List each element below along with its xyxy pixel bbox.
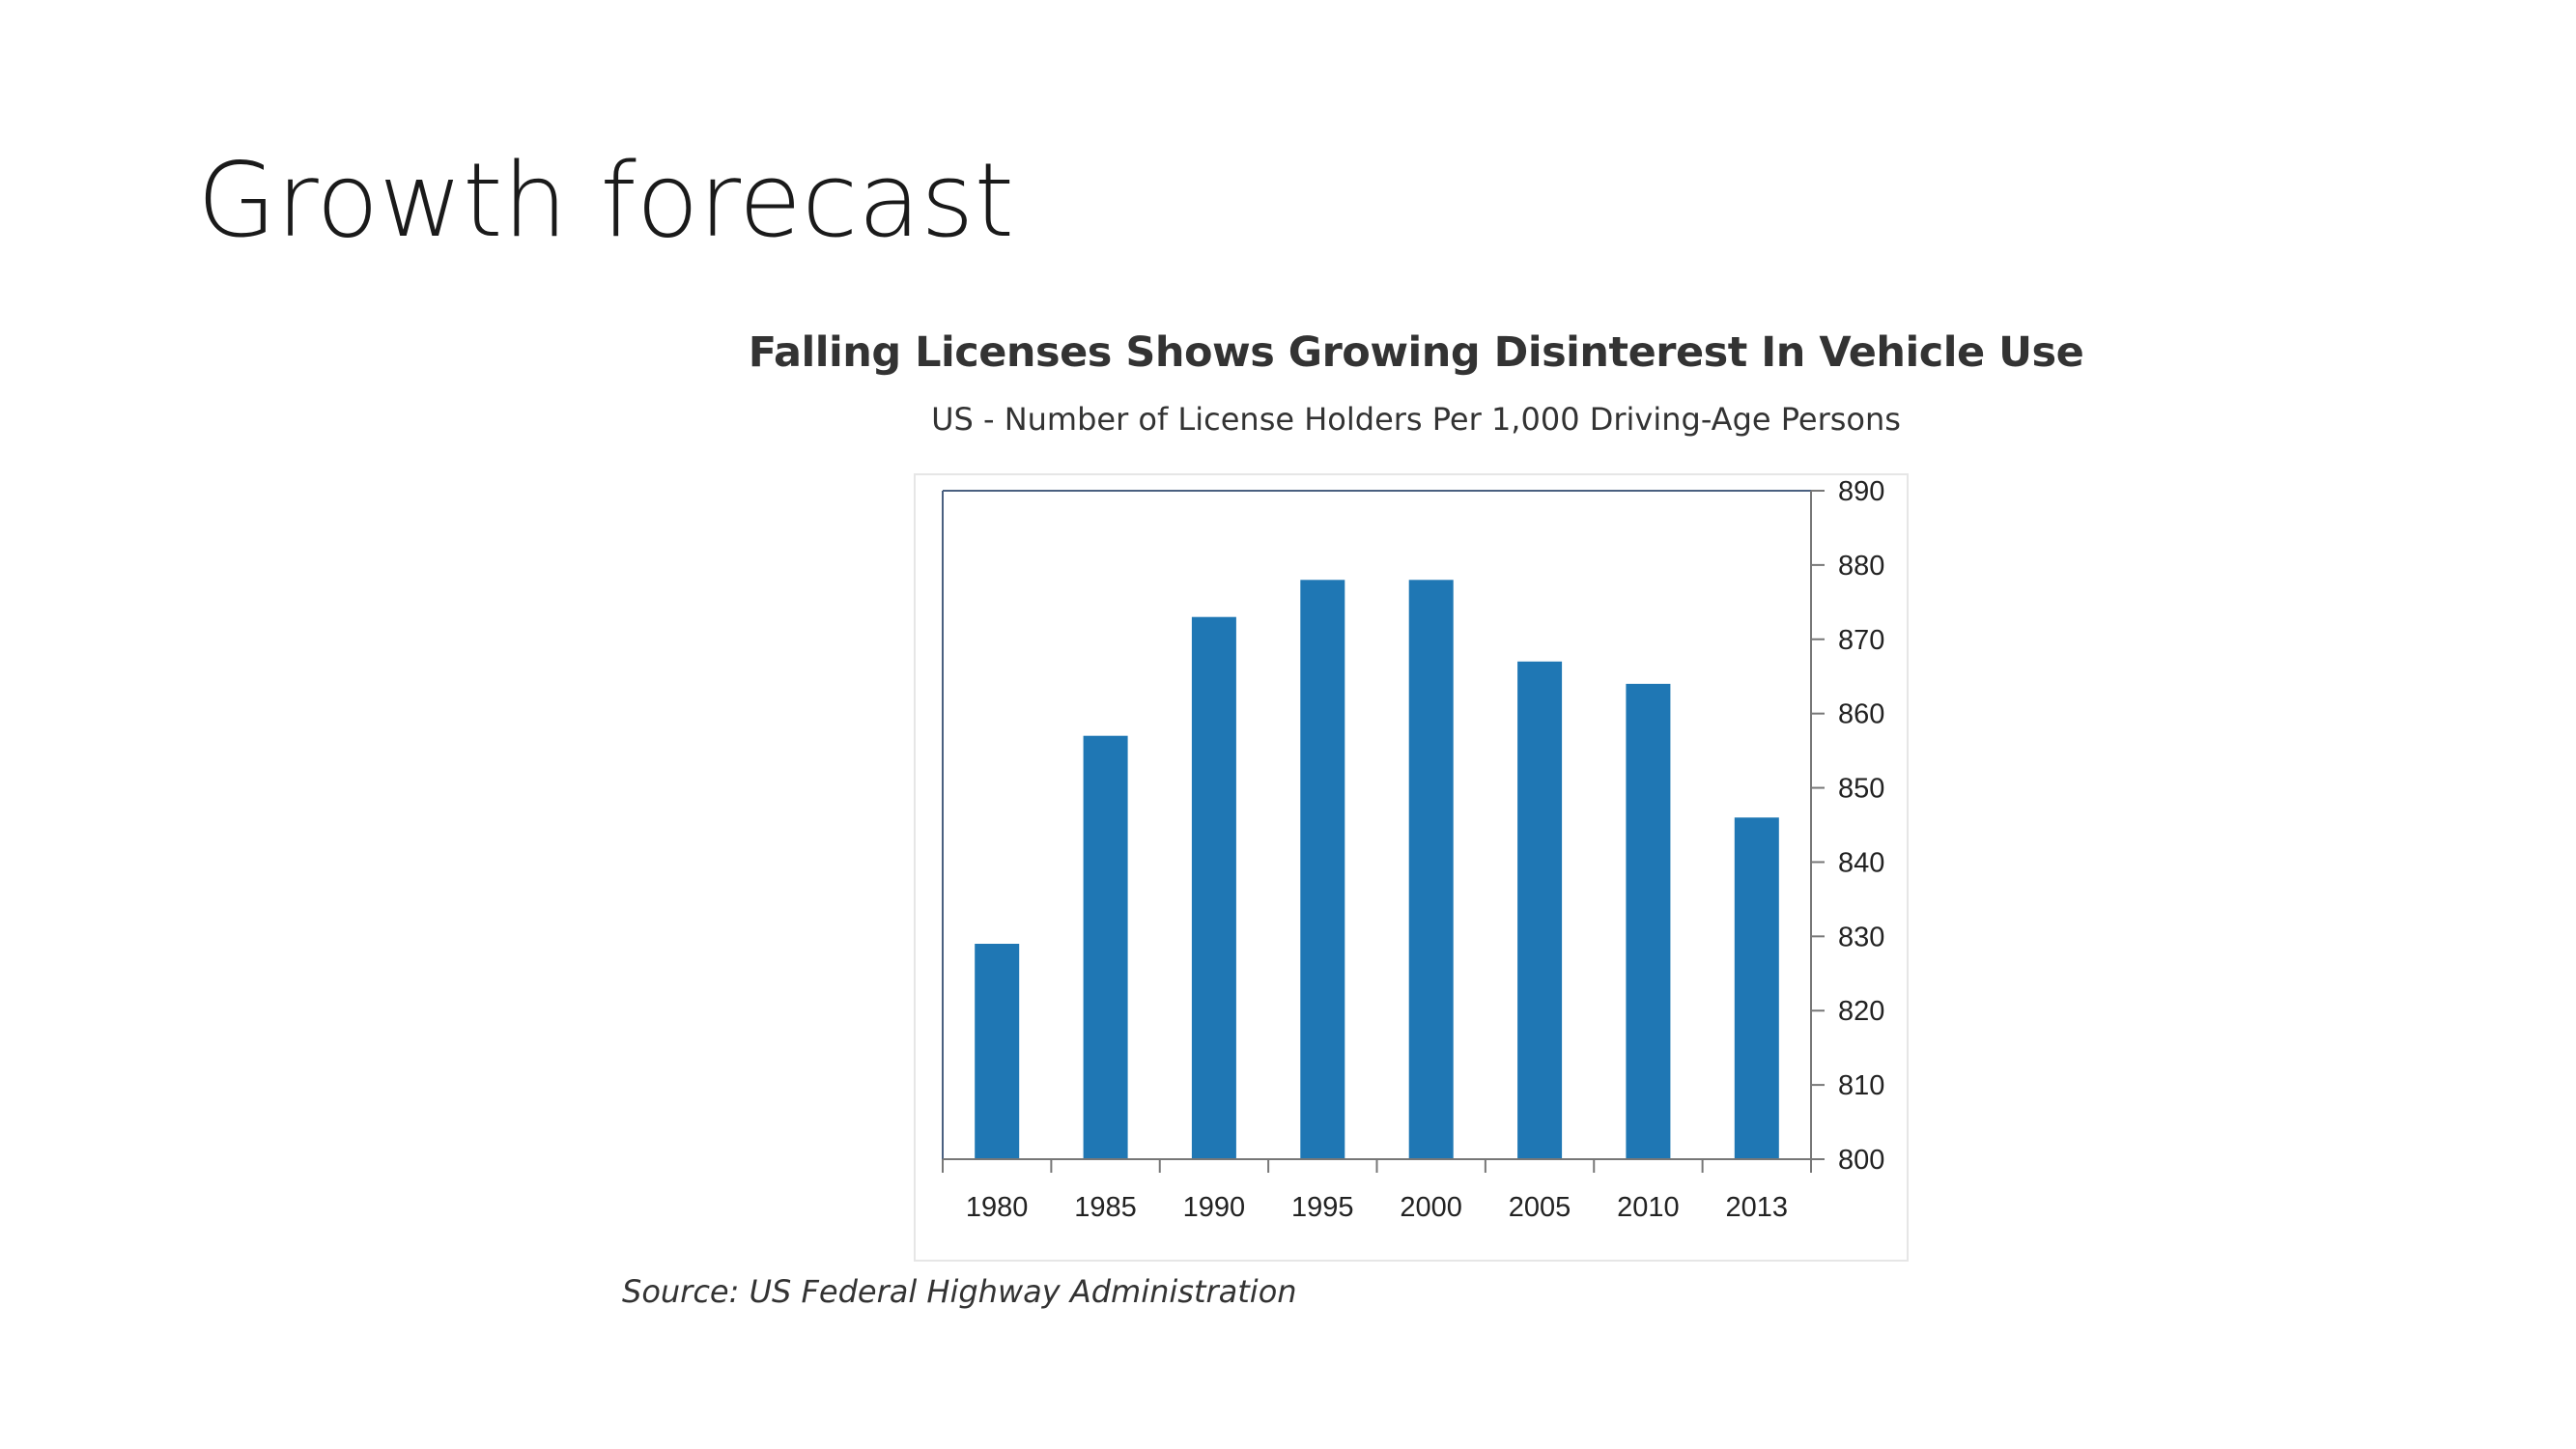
bar-1995 bbox=[1300, 580, 1345, 1159]
bar-2005 bbox=[1517, 661, 1563, 1159]
source-note: Source: US Federal Highway Administratio… bbox=[622, 1273, 1297, 1310]
x-tick-label-1980: 1980 bbox=[966, 1192, 1029, 1223]
x-tick-label-1985: 1985 bbox=[1074, 1192, 1137, 1223]
axis-labels: 800 810 820 830 840 850 860 870 880 890 1980 1985 19… bbox=[966, 476, 1884, 1223]
bar-1985 bbox=[1083, 735, 1128, 1159]
bar-1980 bbox=[975, 944, 1020, 1159]
chart-axes bbox=[942, 490, 1825, 1173]
x-tick-label-2010: 2010 bbox=[1617, 1192, 1680, 1223]
y-tick-label-870: 870 bbox=[1838, 625, 1884, 656]
bar-2000 bbox=[1408, 580, 1454, 1159]
bar-series bbox=[975, 580, 1779, 1159]
y-tick-label-850: 850 bbox=[1838, 774, 1884, 805]
bar-1990 bbox=[1191, 616, 1236, 1159]
chart-subtitle: US - Number of License Holders Per 1,000… bbox=[931, 401, 1901, 438]
y-tick-label-880: 880 bbox=[1838, 551, 1884, 582]
x-tick-label-1990: 1990 bbox=[1183, 1192, 1246, 1223]
y-tick-label-810: 810 bbox=[1838, 1070, 1884, 1101]
x-tick-label-1995: 1995 bbox=[1291, 1192, 1354, 1223]
y-tick-label-840: 840 bbox=[1838, 847, 1884, 878]
y-tick-label-800: 800 bbox=[1838, 1145, 1884, 1176]
bar-2013 bbox=[1734, 817, 1779, 1159]
x-tick-label-2013: 2013 bbox=[1726, 1192, 1789, 1223]
x-tick-label-2000: 2000 bbox=[1400, 1192, 1462, 1223]
chart-frame bbox=[914, 473, 1909, 1262]
slide-title: Growth forecast bbox=[197, 141, 1015, 260]
y-tick-label-820: 820 bbox=[1838, 996, 1884, 1027]
bar-2010 bbox=[1626, 683, 1671, 1159]
y-tick-label-890: 890 bbox=[1838, 476, 1884, 507]
y-tick-label-860: 860 bbox=[1838, 699, 1884, 730]
x-tick-label-2005: 2005 bbox=[1509, 1192, 1571, 1223]
y-tick-label-830: 830 bbox=[1838, 922, 1884, 952]
chart-title: Falling Licenses Shows Growing Disintere… bbox=[748, 328, 2084, 377]
